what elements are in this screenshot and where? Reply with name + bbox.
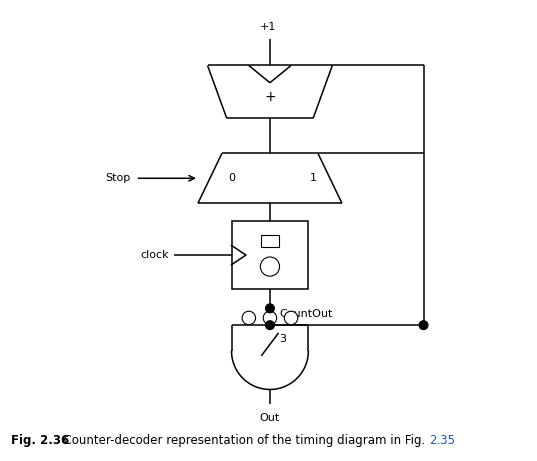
Bar: [231, 221, 308, 289]
Text: Fig. 2.36: Fig. 2.36: [11, 434, 69, 447]
Text: 2.35: 2.35: [430, 434, 455, 447]
Text: 0: 0: [228, 173, 235, 183]
Text: clock: clock: [141, 250, 169, 260]
Circle shape: [263, 311, 277, 325]
Text: 1: 1: [310, 173, 317, 183]
Circle shape: [266, 304, 274, 313]
Text: +: +: [264, 90, 276, 104]
Circle shape: [266, 321, 274, 330]
Text: +1: +1: [260, 22, 276, 32]
Text: Out: Out: [260, 414, 280, 424]
Circle shape: [419, 321, 428, 330]
Text: 3: 3: [280, 334, 287, 343]
Text: CountOut: CountOut: [280, 309, 333, 319]
Circle shape: [242, 311, 256, 325]
Text: Stop: Stop: [105, 173, 130, 183]
Text: Counter-decoder representation of the timing diagram in Fig.: Counter-decoder representation of the ti…: [56, 434, 430, 447]
Bar: [262, 235, 279, 248]
Circle shape: [284, 311, 298, 325]
